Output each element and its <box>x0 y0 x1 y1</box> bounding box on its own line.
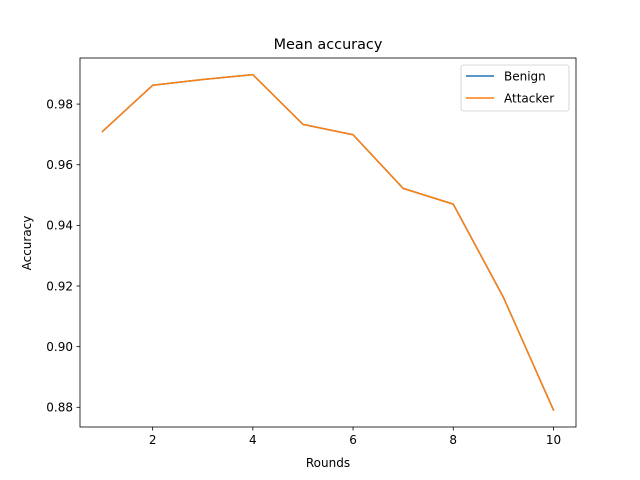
x-tick-label: 8 <box>449 433 457 447</box>
y-tick-label: 0.96 <box>46 158 73 172</box>
axes-frame <box>79 57 577 428</box>
x-tick-label: 6 <box>349 433 357 447</box>
y-axis-title: Accuracy <box>20 216 34 271</box>
y-tick-label: 0.94 <box>46 219 73 233</box>
x-tick-label: 2 <box>149 433 157 447</box>
series-line-attacker <box>101 73 555 412</box>
chart-title: Mean accuracy <box>274 37 383 53</box>
legend-label-attacker: Attacker <box>504 91 554 105</box>
plot-area: 2 4 6 8 10 0.88 0.90 0.92 0.94 0.96 0.98 <box>46 57 577 447</box>
x-axis-title: Rounds <box>306 456 350 470</box>
y-tick-label: 0.92 <box>46 279 73 293</box>
y-tick-label: 0.88 <box>46 401 73 415</box>
legend: Benign Attacker <box>460 64 570 112</box>
y-tick-label: 0.98 <box>46 97 73 111</box>
legend-label-benign: Benign <box>504 69 546 83</box>
x-tick-label: 4 <box>249 433 257 447</box>
x-tick-label: 10 <box>546 433 561 447</box>
y-tick-label: 0.90 <box>46 340 73 354</box>
